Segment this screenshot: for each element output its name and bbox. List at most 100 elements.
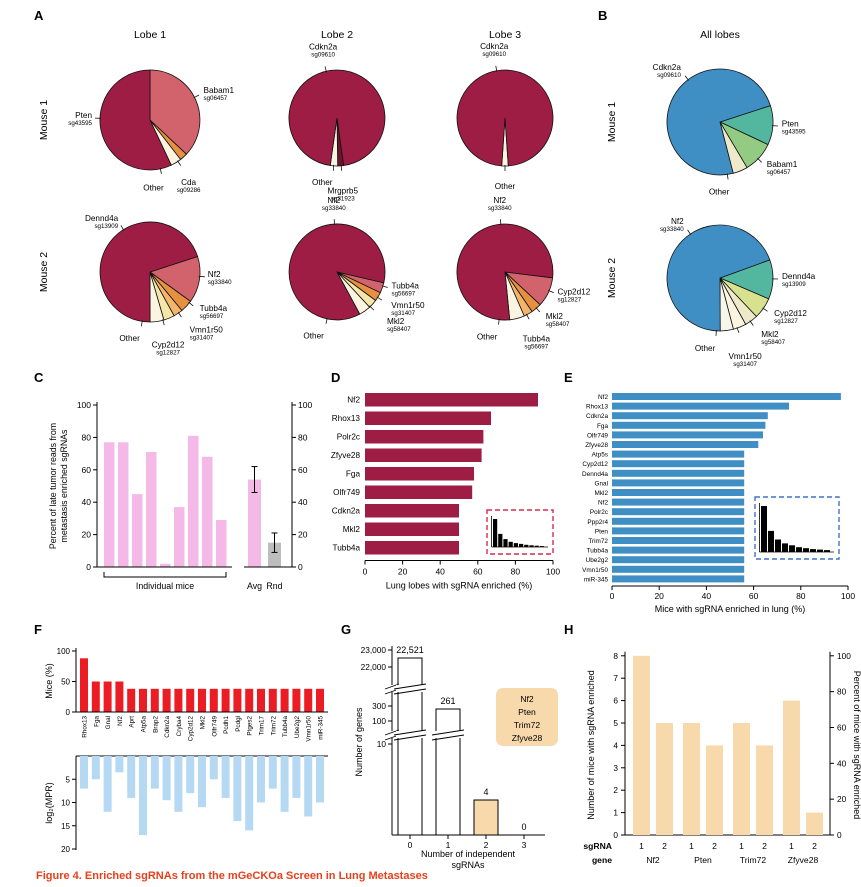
f-mice-bar-pcdh1: [221, 688, 230, 712]
h-right-tick-label: 40: [837, 758, 847, 768]
h-gene-nf2: Nf2: [646, 855, 660, 865]
e-x-tick-label: 20: [654, 591, 664, 601]
d-x-axis-title: Lung lobes with sgRNA enriched (%): [386, 581, 533, 591]
e-category-label: Tubb4a: [587, 548, 609, 555]
c-mouse-bar: [160, 563, 171, 567]
e-category-label: Gnal: [595, 480, 609, 487]
panel-a-label: A: [34, 8, 44, 23]
axis-break-gap: [387, 685, 397, 692]
f-gene-label-nf2: Nf2: [117, 716, 124, 726]
pie-label-babam1: Babam1 sg06457: [767, 160, 798, 176]
d-x-tick-label: 0: [363, 567, 368, 577]
c-y-tick-label: 80: [82, 432, 92, 442]
f-mice-bar-mir-345: [316, 688, 324, 712]
inset-bar: [761, 506, 767, 552]
axis-break-gap: [387, 731, 397, 738]
h-gene-header: gene: [592, 855, 612, 865]
label-leader-line: [535, 307, 541, 313]
pie-slice-cdkn2a: [666, 68, 771, 176]
pie-mouse1-lobe1: Babam1 sg06457 Pten sg43595 Other Cda sg09286: [68, 69, 234, 194]
inset-bar: [539, 546, 544, 547]
f-gene-label-pcdgl: Pcdgl: [235, 716, 242, 732]
axis-break-line: [384, 729, 400, 736]
pie-label-vmn1r50: Vmn1r50 sg31407: [391, 301, 425, 317]
h-sgrna-number: 2: [762, 841, 767, 851]
inset-bar: [803, 548, 809, 552]
axis-break-line: [384, 683, 400, 690]
h-bar-pten-sg2: [706, 745, 723, 835]
f-mice-bar-ptges2: [245, 688, 254, 712]
e-bar-mkl2-10: [612, 489, 745, 496]
h-left-tick-label: 0: [613, 830, 618, 840]
pie-label-cda: Cda sg09286: [177, 178, 201, 194]
g-bar-value: 261: [440, 696, 455, 706]
h-left-tick-label: 5: [613, 718, 618, 728]
f-gene-label-ube2g2: Ube2g2: [294, 716, 301, 739]
f-gene-label-gnal: Gnal: [105, 716, 112, 729]
e-category-label: Trim72: [588, 538, 608, 545]
h-left-tick-label: 6: [613, 696, 618, 706]
pie-slice-cdkn2a: [288, 69, 386, 166]
h-sgrna-number: 2: [712, 841, 717, 851]
e-category-label: Polr2c: [590, 509, 609, 516]
c-y-tick-label: 0: [86, 562, 91, 572]
pie-mouse2-lobe2: Nf2 sg33840 Tubb4a sg56697 Vmn1r50 sg31407Mkl…: [288, 196, 425, 341]
f-mpr-bar-nf2: [115, 756, 124, 773]
pie-label-cyp2d12: Cyp2d12 sg12827: [774, 309, 807, 325]
g-x-tick-label: 2: [484, 840, 489, 850]
f-mice-bar-cdkn2a: [162, 688, 171, 712]
c-mouse-bar: [188, 435, 199, 567]
g-highlight-gene-nf2: Nf2: [520, 694, 534, 704]
pie-label-pten: Pten sg43595: [68, 111, 92, 127]
c-mouse-bar: [118, 442, 129, 567]
c-mouse-bar: [104, 442, 115, 567]
axis-break-line: [393, 734, 427, 741]
d-category-label: Fga: [346, 470, 361, 479]
f-mpr-bar-gnal: [103, 756, 112, 812]
g-bar-value: 0: [521, 822, 526, 832]
e-bar-nf2-11: [612, 498, 745, 506]
panel-a-row-mouse1: Mouse 1: [38, 99, 50, 141]
panel-b-row-mouse1: Mouse 1: [606, 101, 618, 143]
g-bar-value: 22,521: [396, 645, 424, 655]
label-leader-line: [757, 157, 762, 163]
e-x-axis-title: Mice with sgRNA enriched in lung (%): [655, 604, 806, 614]
d-x-tick-label: 40: [435, 567, 445, 577]
f-gene-label-aprt: Aprt: [129, 716, 136, 728]
label-leader-line: [177, 160, 182, 166]
h-left-tick-label: 4: [613, 740, 618, 750]
f-mpr-bar-mir-345: [316, 756, 324, 803]
h-bar-zfyve28-sg2: [806, 812, 823, 835]
d-category-label: Cdkn2a: [332, 507, 361, 516]
f-mpr-bar-pcdgl: [233, 756, 242, 822]
pie-label-nf2: Nf2 sg33840: [488, 196, 512, 212]
f-mpr-bar-mkl2: [198, 756, 206, 808]
f-gene-label-trim17: Trim17: [259, 716, 266, 736]
pie-label-cyp2d12: Cyp2d12 sg12827: [558, 287, 591, 303]
pie-label-cyp2d12: Cyp2d12 sg12827: [152, 341, 185, 357]
axis-break-gap: [434, 731, 462, 738]
f-mpr-y-tick-label: 15: [61, 822, 70, 831]
inset-bar: [782, 543, 788, 552]
inset-bar: [524, 544, 529, 547]
panel-d-chart: Nf2 Rhox13 Polr2c Zfyve28 Fga Olfr749 Cdkn2a Mk…: [331, 393, 560, 591]
h-right-tick-label: 80: [837, 687, 847, 697]
panel-c-chart: 0 20 40 60 80 100 Percent of late tumor reads …: [48, 400, 312, 591]
f-gene-label-cryba4: Cryba4: [176, 716, 183, 737]
pie-label-mkl2: Mkl2 sg58407: [546, 312, 570, 328]
f-mice-bar-atp5a: [139, 688, 147, 712]
label-leader-line: [159, 167, 162, 174]
f-mpr-bar-ptges2: [245, 756, 254, 831]
f-mpr-y-tick-label: 20: [61, 845, 70, 854]
f-mpr-bar-cyp2d12: [186, 756, 195, 794]
panel-a-col-lobe1: Lobe 1: [133, 29, 167, 41]
f-mpr-bar-fga: [91, 756, 100, 780]
pie-label-other: Other: [312, 178, 333, 187]
pie-slice-cdkn2a: [456, 69, 554, 167]
pie-label-vmn1r50: Vmn1r50 sg31407: [190, 326, 224, 342]
pie-mouse2-lobe1: Dennd4a sg13909 Nf2 sg33840 Tubb4a sg56697 Vmn…: [85, 214, 232, 357]
h-right-axis-title: Percent of mice with sgRNA enriched: [852, 671, 861, 820]
panel-e-label: E: [564, 370, 573, 385]
f-gene-label-tubb4a: Tubb4a: [282, 716, 289, 738]
